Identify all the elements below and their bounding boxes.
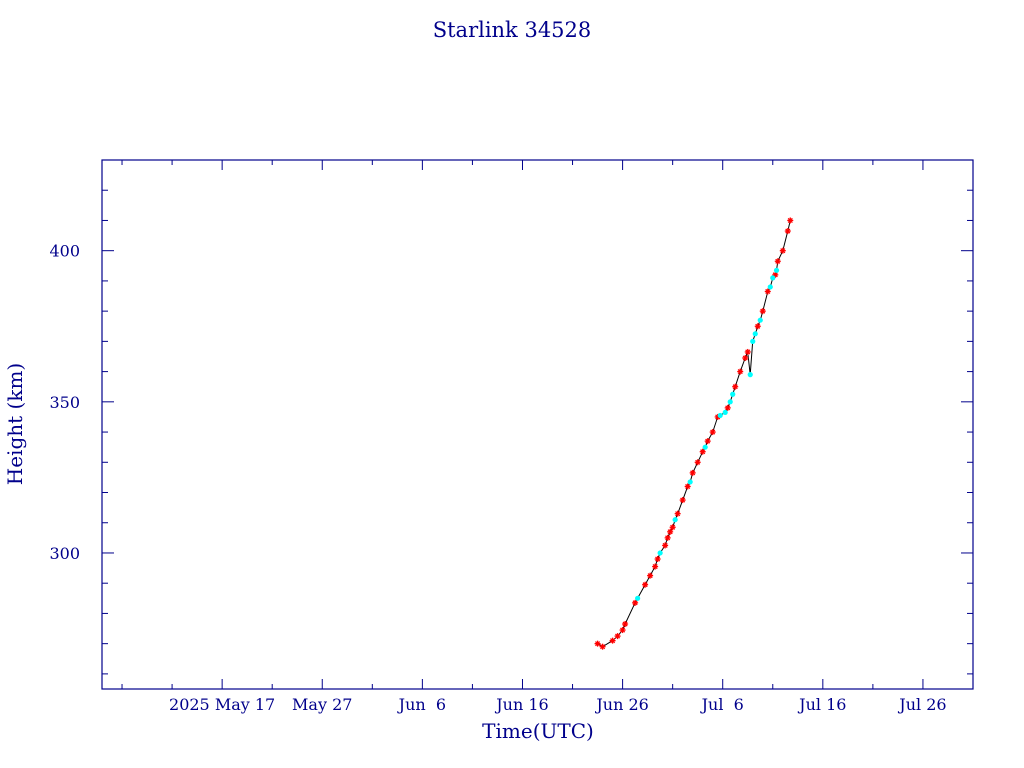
data-point-red <box>704 438 711 445</box>
x-tick-label: Jul 26 <box>897 695 946 714</box>
series-points <box>594 217 794 650</box>
data-point-red <box>679 497 686 504</box>
data-point-red <box>724 404 731 411</box>
data-point-red <box>667 528 674 535</box>
data-point-red <box>699 448 706 455</box>
data-point-red <box>662 542 669 549</box>
data-point-cyan <box>730 391 736 397</box>
y-axis-label: Height (km) <box>3 363 27 485</box>
data-point-red <box>669 524 676 531</box>
data-point-cyan <box>717 412 723 419</box>
data-point-cyan <box>722 409 728 416</box>
x-minor-ticks <box>121 160 974 689</box>
data-point-red <box>614 633 621 640</box>
trajectory-line <box>597 220 791 648</box>
plot-frame <box>101 159 974 690</box>
data-point-red <box>609 637 616 644</box>
y-tick-label: 350 <box>49 393 80 412</box>
data-point-cyan <box>757 317 763 323</box>
data-point-cyan <box>657 550 663 556</box>
data-point-red <box>642 581 649 588</box>
data-point-red <box>599 643 606 650</box>
data-point-red <box>709 429 716 436</box>
data-point-red <box>764 288 771 295</box>
x-axis-label: Time(UTC) <box>482 719 594 743</box>
data-point-cyan <box>727 399 733 405</box>
chart-title: Starlink 34528 <box>433 18 592 42</box>
data-point-cyan <box>702 444 708 450</box>
data-point-red <box>674 510 681 517</box>
data-point-red <box>754 323 761 330</box>
y-tick-label: 400 <box>49 242 80 261</box>
data-point-red <box>774 258 781 265</box>
data-point-red <box>684 483 691 490</box>
x-tick-label: Jun 16 <box>494 695 548 714</box>
data-point-red <box>737 368 744 375</box>
data-point-red <box>694 459 701 466</box>
data-point-red <box>654 556 661 563</box>
data-point-cyan <box>747 372 753 378</box>
x-tick-labels: 2025 May 17 May 27 Jun 6 Jun 16 Jun 26 Jul 6 J… <box>169 695 947 714</box>
data-point-cyan <box>752 331 758 337</box>
y-tick-labels: 300 350 400 <box>49 242 80 563</box>
data-point-red <box>632 599 639 606</box>
data-point-red <box>759 308 766 315</box>
y-minor-ticks <box>102 159 973 675</box>
data-point-cyan <box>767 284 773 290</box>
data-point-cyan <box>687 479 693 485</box>
x-tick-label: 2025 May 17 <box>169 695 275 714</box>
y-tick-label: 300 <box>49 544 80 563</box>
data-point-red <box>652 563 659 570</box>
data-point-cyan <box>635 595 641 601</box>
data-point-red <box>784 228 791 235</box>
data-point-red <box>787 217 794 224</box>
data-point-red <box>619 627 626 634</box>
data-point-cyan <box>770 275 776 281</box>
data-point-red <box>622 621 629 628</box>
data-point-red <box>664 534 671 541</box>
data-point-cyan <box>750 338 756 344</box>
data-point-red <box>732 383 739 390</box>
x-tick-label: Jul 6 <box>700 695 744 714</box>
x-tick-label: May 27 <box>292 695 352 714</box>
data-point-red <box>779 247 786 254</box>
data-point-red <box>647 572 654 579</box>
data-point-red <box>742 354 749 361</box>
data-point-cyan <box>672 517 678 523</box>
series-line <box>597 220 791 648</box>
x-tick-label: Jun 6 <box>397 695 446 714</box>
data-point-cyan <box>773 267 780 273</box>
data-point-red <box>594 640 601 647</box>
x-tick-label: Jun 26 <box>594 695 648 714</box>
x-tick-label: Jul 16 <box>797 695 846 714</box>
data-point-red <box>744 348 751 355</box>
data-point-red <box>689 469 696 476</box>
